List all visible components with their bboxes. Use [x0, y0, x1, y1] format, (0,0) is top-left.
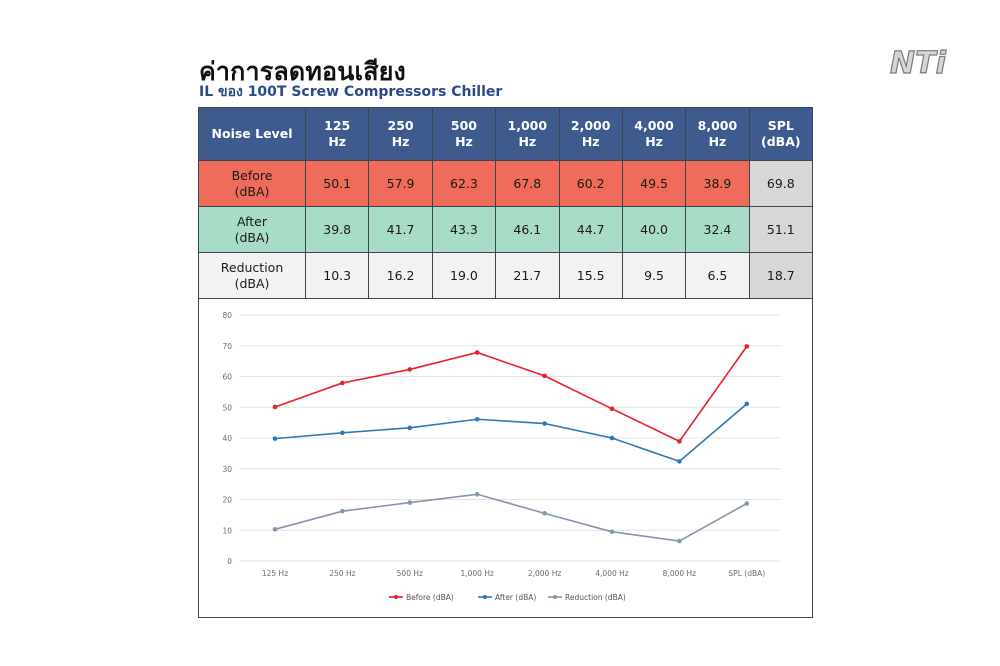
- x-tick-label: 1,000 Hz: [460, 569, 493, 578]
- table-cell: 50.1: [304, 160, 370, 207]
- legend-marker: [394, 595, 398, 599]
- y-tick-label: 30: [222, 465, 232, 474]
- line-chart: 0 10 20 30 40 50 60 70 80 125 Hz 250 Hz 500 Hz 1,000…: [222, 311, 781, 602]
- y-tick-label: 0: [227, 557, 232, 566]
- column-header: 1,000 Hz: [495, 107, 560, 161]
- table-cell: 51.1: [748, 206, 814, 253]
- page-subtitle: IL ของ 100T Screw Compressors Chiller: [199, 84, 503, 100]
- y-tick-label: 70: [222, 342, 232, 351]
- data-point: [340, 380, 345, 386]
- table-cell: 67.8: [495, 160, 560, 207]
- table-cell: 21.7: [495, 252, 560, 299]
- column-header: 500 Hz: [431, 107, 497, 161]
- chart-container: 0 10 20 30 40 50 60 70 80 125 Hz 250 Hz 500 Hz 1,000…: [198, 295, 813, 618]
- table-cell: 49.5: [621, 160, 687, 207]
- data-point: [744, 501, 750, 506]
- x-tick-label: 4,000 Hz: [595, 569, 628, 578]
- x-tick-label: 250 Hz: [329, 569, 355, 578]
- nti-logo: NTi: [889, 46, 947, 80]
- table-cell: 60.2: [558, 160, 623, 207]
- data-point: [542, 373, 547, 379]
- data-point: [609, 435, 615, 441]
- legend-label: After (dBA): [495, 593, 536, 602]
- table-cell: 57.9: [368, 160, 433, 207]
- data-point: [272, 404, 278, 410]
- data-point: [677, 439, 682, 444]
- table-cell: 38.9: [685, 160, 750, 207]
- data-point: [542, 511, 547, 516]
- table-header-label: Noise Level: [198, 107, 306, 161]
- data-point: [474, 416, 480, 422]
- table-cell: 32.4: [685, 206, 750, 253]
- table-header-row: Noise Level 125 Hz 250 Hz 500 Hz 1,000 Hz 2,…: [198, 107, 814, 161]
- data-point: [609, 406, 615, 412]
- data-point: [744, 401, 750, 407]
- data-point: [407, 425, 413, 431]
- table-cell: 41.7: [368, 206, 433, 253]
- data-point: [609, 529, 615, 535]
- y-tick-label: 10: [222, 526, 232, 535]
- table-row-after: After (dBA) 39.8 41.7 43.3 46.1 44.7 40.0…: [198, 206, 814, 253]
- data-point: [474, 350, 480, 355]
- data-point: [340, 508, 345, 514]
- page-title: ค่าการลดทอนเสียง: [199, 57, 406, 86]
- table-cell: 15.5: [558, 252, 623, 299]
- data-point: [542, 421, 547, 426]
- table-cell: 44.7: [558, 206, 623, 253]
- table-cell: 16.2: [368, 252, 433, 299]
- noise-level-table: Noise Level 125 Hz 250 Hz 500 Hz 1,000 Hz 2,…: [198, 107, 814, 299]
- row-label: Before (dBA): [198, 160, 306, 207]
- y-tick-label: 60: [222, 373, 232, 382]
- table-cell: 9.5: [621, 252, 687, 299]
- data-point: [272, 436, 278, 441]
- data-point: [744, 344, 750, 349]
- column-header: 8,000 Hz: [685, 107, 750, 161]
- x-tick-label: SPL (dBA): [728, 569, 765, 578]
- table-cell: 19.0: [431, 252, 497, 299]
- y-tick-label: 80: [222, 311, 232, 320]
- table-cell: 46.1: [495, 206, 560, 253]
- logo-text: NTi: [890, 46, 947, 80]
- series-line: [274, 345, 748, 443]
- table-cell: 43.3: [431, 206, 497, 253]
- data-point: [677, 538, 682, 544]
- table-cell: 62.3: [431, 160, 497, 207]
- data-point: [272, 527, 278, 532]
- data-point: [677, 459, 682, 464]
- legend-marker: [553, 595, 557, 599]
- legend-label: Before (dBA): [406, 593, 454, 602]
- column-header: 250 Hz: [368, 107, 433, 161]
- table-cell: 69.8: [748, 160, 814, 207]
- table-cell: 10.3: [304, 252, 370, 299]
- data-point: [340, 430, 345, 436]
- data-point: [474, 491, 480, 497]
- y-tick-label: 50: [222, 403, 232, 412]
- table-cell: 40.0: [621, 206, 687, 253]
- x-tick-label: 2,000 Hz: [528, 569, 561, 578]
- y-tick-label: 20: [222, 496, 232, 505]
- legend-marker: [483, 595, 487, 599]
- table-cell: 18.7: [748, 252, 814, 299]
- column-header: 2,000 Hz: [558, 107, 623, 161]
- table-row-before: Before (dBA) 50.1 57.9 62.3 67.8 60.2 49.…: [198, 160, 814, 207]
- x-tick-label: 8,000 Hz: [663, 569, 696, 578]
- series-line: [274, 493, 748, 542]
- legend-label: Reduction (dBA): [565, 593, 626, 602]
- column-header: 125 Hz: [304, 107, 370, 161]
- table-cell: 6.5: [685, 252, 750, 299]
- table-row-reduction: Reduction (dBA) 10.3 16.2 19.0 21.7 15.5 …: [198, 252, 814, 299]
- table-cell: 39.8: [304, 206, 370, 253]
- series-line: [274, 403, 748, 463]
- row-label: Reduction (dBA): [198, 252, 306, 299]
- x-tick-label: 125 Hz: [262, 569, 288, 578]
- data-point: [407, 500, 413, 505]
- y-tick-label: 40: [222, 434, 232, 443]
- x-tick-label: 500 Hz: [397, 569, 423, 578]
- data-point: [407, 367, 413, 372]
- column-header: 4,000 Hz: [621, 107, 687, 161]
- row-label: After (dBA): [198, 206, 306, 253]
- column-header: SPL (dBA): [748, 107, 814, 161]
